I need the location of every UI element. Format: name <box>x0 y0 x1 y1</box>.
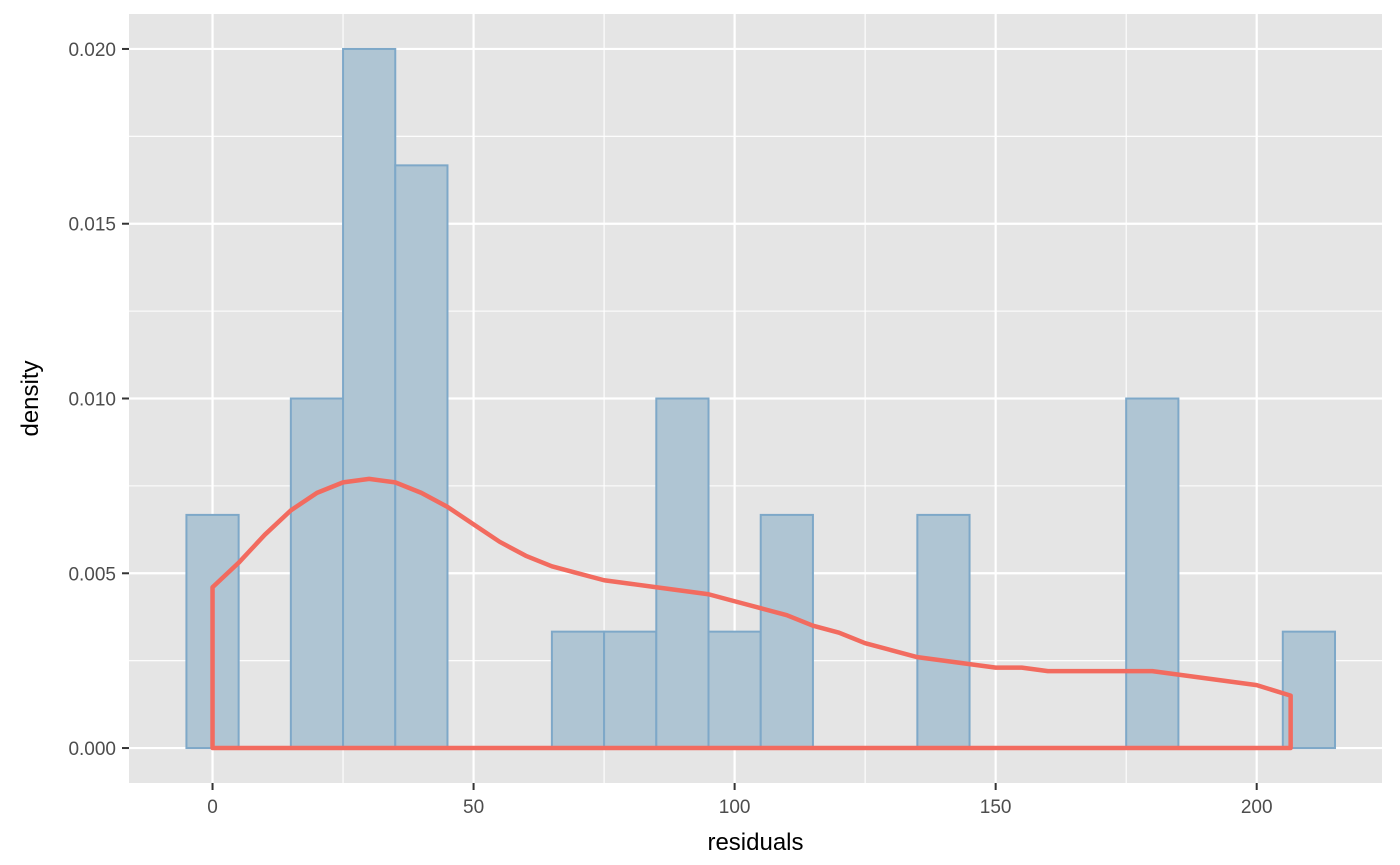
histogram-bar <box>655 397 710 750</box>
histogram-bar <box>603 630 658 750</box>
histogram-bar <box>289 397 345 750</box>
histogram-bar <box>1125 397 1180 750</box>
y-tick-label: 0.005 <box>68 564 116 585</box>
x-tick-label: 50 <box>463 797 484 818</box>
x-axis-title: residuals <box>707 829 803 856</box>
x-tick-label: 150 <box>980 797 1012 818</box>
y-tick-label: 0.015 <box>68 215 116 236</box>
y-tick-label: 0.010 <box>68 390 116 411</box>
density-curve-line <box>210 476 1293 751</box>
x-tick-label: 100 <box>719 797 751 818</box>
histogram-bar <box>342 47 397 750</box>
histogram-bar <box>550 630 606 750</box>
y-tick-label: 0.020 <box>68 40 116 61</box>
x-tick-label: 200 <box>1241 797 1273 818</box>
y-tick-label: 0.000 <box>68 739 116 760</box>
y-axis-title: density <box>17 360 44 436</box>
histogram-bar <box>394 164 449 750</box>
histogram-bar <box>916 513 971 750</box>
histogram-bar <box>759 513 814 750</box>
density-curve <box>210 476 1293 751</box>
histogram-bar <box>707 630 762 750</box>
y-axis: 0.000 0.005 0.010 0.015 0.020 <box>68 40 129 760</box>
x-axis: 0 50 100 150 200 <box>207 783 1273 818</box>
x-tick-label: 0 <box>207 797 218 818</box>
